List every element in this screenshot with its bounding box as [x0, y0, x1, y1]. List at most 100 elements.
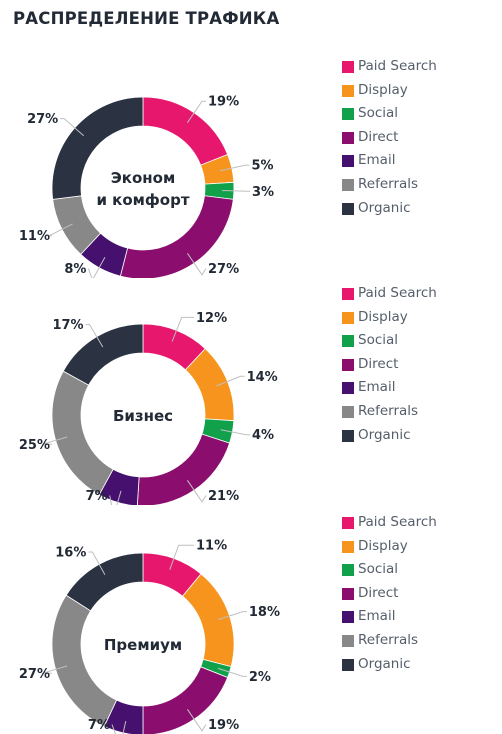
legend-swatch-referrals [342, 406, 354, 418]
slice-direct [142, 666, 229, 734]
legend-label-social: Social [358, 105, 399, 122]
donut-chart-1: 19% 5% 3% 27% 8% 11% 27% Эконом и комфорт [19, 95, 274, 278]
data-label-organic: 27% [27, 112, 58, 127]
legend-label-organic: Organic [358, 199, 411, 216]
chart-block-1: 19% 5% 3% 27% 8% 11% 27% Эконом и комфорт Paid Se… [0, 48, 502, 278]
legend-swatch-referrals [342, 179, 354, 191]
legend-label-email: Email [358, 379, 396, 396]
leader-line-organic [85, 324, 104, 348]
legend-swatch-email [342, 155, 354, 168]
data-label-social: 3% [252, 185, 274, 200]
leader-line-direct [186, 253, 207, 276]
legend-label-paid-search: Paid Search [358, 58, 437, 74]
data-label-referrals: 27% [19, 667, 50, 682]
legend-label-paid-search: Paid Search [358, 514, 437, 530]
legend-label-display: Display [358, 308, 408, 325]
slice-display [181, 573, 235, 668]
legend-swatch-social [342, 564, 354, 577]
chart-block-3: 11% 18% 2% 19% 7% 27% 16% Премиум Paid Search Dis… [0, 504, 502, 734]
slice-referrals [51, 594, 118, 727]
legend-swatch-display [342, 540, 354, 553]
leader-line-referrals [42, 436, 68, 445]
data-label-organic: 17% [52, 318, 83, 333]
leader-line-organic [88, 551, 106, 576]
legend-label-referrals: Referrals [358, 632, 419, 648]
slice-organic [65, 552, 144, 612]
legend-label-referrals: Referrals [358, 176, 419, 192]
data-label-organic: 16% [55, 546, 86, 561]
legend-swatch-display [342, 311, 354, 324]
leader-line-referrals [49, 223, 73, 237]
center-label-line-1: Бизнес [113, 407, 173, 425]
data-label-display: 14% [247, 370, 278, 385]
legend-label-social: Social [358, 561, 399, 578]
legend-label-direct: Direct [358, 128, 399, 145]
center-label-line-1: Эконом [111, 169, 175, 187]
slice-direct [136, 433, 231, 505]
leader-line-display [219, 164, 250, 172]
center-label-line-2: и комфорт [96, 191, 189, 209]
legend-swatch-direct [342, 587, 354, 600]
leader-line-email [87, 256, 106, 278]
page-title: РАСПРЕДЕЛЕНИЕ ТРАФИКА [13, 9, 280, 28]
data-label-social: 4% [252, 428, 274, 443]
data-label-referrals: 25% [19, 438, 50, 453]
leader-line-social [220, 429, 250, 436]
legend-label-display: Display [358, 81, 408, 98]
data-label-direct: 27% [208, 262, 239, 277]
legend-label-email: Email [358, 152, 396, 169]
data-label-paid-search: 11% [196, 539, 227, 554]
data-label-social: 2% [249, 670, 271, 685]
leader-line-social [221, 190, 250, 192]
legend-swatch-organic [342, 658, 354, 671]
legend-swatch-email [342, 382, 354, 395]
data-label-direct: 19% [208, 718, 239, 733]
legend-swatch-social [342, 108, 354, 121]
data-label-email: 7% [88, 718, 110, 733]
donut-chart-3: 11% 18% 2% 19% 7% 27% 16% Премиум [19, 539, 280, 734]
legend-swatch-display [342, 84, 354, 97]
leader-line-referrals [42, 665, 68, 674]
leader-line-social [217, 667, 247, 677]
legend-label-organic: Organic [358, 655, 411, 672]
legend-label-direct: Direct [358, 355, 399, 372]
data-label-paid-search: 19% [208, 95, 239, 110]
legend-label-direct: Direct [358, 584, 399, 601]
legend-swatch-paid-search [342, 61, 354, 73]
legend-swatch-organic [342, 202, 354, 215]
leader-line-paid-search [169, 544, 194, 570]
leader-line-display [217, 611, 247, 621]
data-label-display: 5% [252, 159, 274, 174]
data-label-direct: 21% [208, 489, 239, 504]
donut-chart-2: 12% 14% 4% 21% 7% 25% 17% Бизнес [19, 311, 278, 505]
data-label-email: 7% [86, 489, 108, 504]
center-label-line-1: Премиум [104, 636, 182, 654]
leader-line-direct [186, 480, 207, 503]
legend-label-social: Social [358, 332, 399, 349]
leader-line-paid-search [171, 316, 194, 342]
leader-line-paid-search [186, 100, 206, 123]
leader-line-organic [60, 118, 85, 137]
legend-swatch-referrals [342, 635, 354, 647]
legend-swatch-organic [342, 429, 354, 442]
legend-swatch-social [342, 335, 354, 348]
legend-label-organic: Organic [358, 426, 411, 443]
leader-line-display [216, 375, 245, 387]
legend-swatch-paid-search [342, 288, 354, 300]
slice-organic [51, 96, 144, 200]
chart-block-2: 12% 14% 4% 21% 7% 25% 17% Бизнес Paid Search Disp… [0, 275, 502, 505]
slice-organic [62, 323, 144, 386]
legend-label-paid-search: Paid Search [358, 285, 437, 301]
legend-label-email: Email [358, 608, 396, 625]
legend-label-referrals: Referrals [358, 403, 419, 419]
legend-swatch-email [342, 611, 354, 624]
legend-swatch-paid-search [342, 517, 354, 529]
data-label-referrals: 11% [19, 229, 50, 244]
data-label-email: 8% [64, 262, 86, 277]
slice-referrals [51, 370, 114, 496]
legend-swatch-direct [342, 131, 354, 144]
legend-label-display: Display [358, 537, 408, 554]
legend-swatch-direct [342, 358, 354, 371]
data-label-paid-search: 12% [196, 311, 227, 326]
